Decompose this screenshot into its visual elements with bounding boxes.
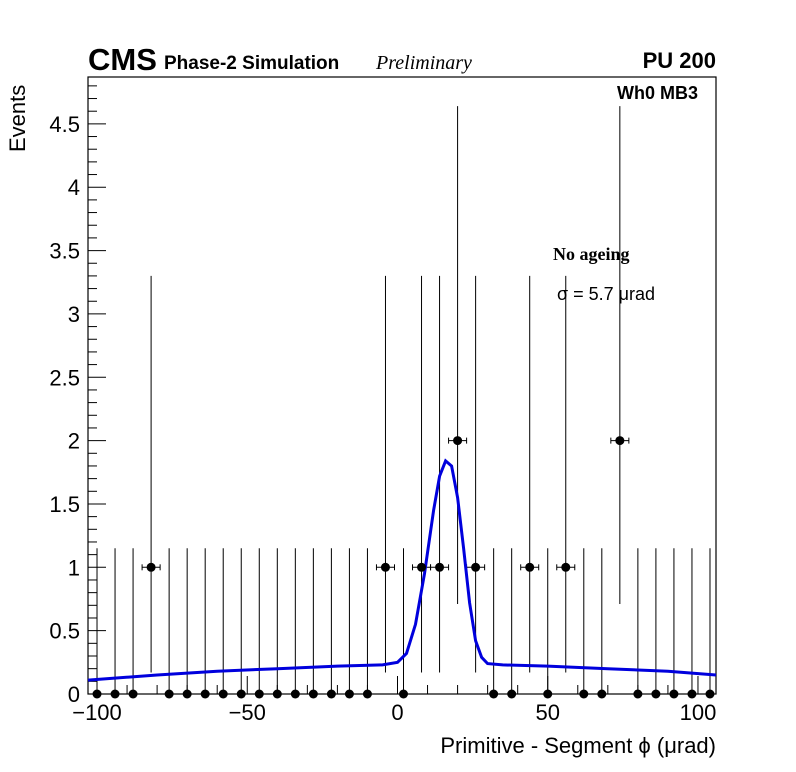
error-bars	[96, 106, 711, 694]
data-point	[236, 689, 246, 699]
data-point	[164, 689, 174, 699]
simulation-label: Phase-2 Simulation	[164, 53, 339, 74]
y-tick-label: 1.5	[49, 492, 80, 517]
data-point	[326, 689, 336, 699]
x-tick-label: 0	[391, 700, 403, 725]
data-point	[399, 689, 409, 699]
data-point	[417, 562, 427, 572]
data-point	[705, 689, 715, 699]
data-point	[435, 562, 445, 572]
preliminary-label: Preliminary	[375, 52, 472, 74]
data-point	[344, 689, 354, 699]
y-tick-label: 2	[68, 429, 80, 454]
data-point	[687, 689, 697, 699]
pileup-label: PU 200	[643, 48, 716, 73]
region-label: Wh0 MB3	[617, 83, 698, 103]
x-tick-label: −50	[229, 700, 266, 725]
data-point	[453, 436, 463, 446]
data-point	[471, 562, 481, 572]
x-tick-label: 50	[535, 700, 559, 725]
data-point	[308, 689, 318, 699]
data-point	[182, 689, 192, 699]
data-point	[507, 689, 517, 699]
data-point	[290, 689, 300, 699]
data-point	[380, 562, 390, 572]
data-point	[543, 689, 553, 699]
y-axis-title: Events	[5, 85, 30, 152]
data-point	[579, 689, 589, 699]
data-point	[254, 689, 264, 699]
y-tick-label: 4	[68, 175, 80, 200]
axis-ticks	[88, 85, 699, 695]
x-tick-label: −100	[72, 700, 122, 725]
data-points	[92, 436, 715, 699]
axis-tick-labels: −100 −50 0 50 100 0 0.5 1 1.5 2 2.5 3 3.5 4 4.5	[49, 112, 716, 725]
data-point	[146, 562, 156, 572]
y-tick-label: 2.5	[49, 365, 80, 390]
x-tick-label: 100	[680, 700, 717, 725]
data-point	[110, 689, 120, 699]
plot-frame	[87, 76, 717, 695]
data-point	[218, 689, 228, 699]
y-tick-label: 0.5	[49, 619, 80, 644]
gaussian-fit-curve	[87, 458, 717, 682]
data-point	[561, 562, 571, 572]
data-point	[92, 689, 102, 699]
data-point	[200, 689, 210, 699]
data-point	[128, 689, 138, 699]
x-axis-title: Primitive - Segment ϕ (μrad)	[440, 733, 716, 758]
y-tick-label: 0	[68, 682, 80, 707]
ageing-annotation: No ageing	[553, 244, 630, 264]
y-tick-label: 3.5	[49, 239, 80, 264]
y-tick-label: 3	[68, 302, 80, 327]
data-point	[651, 689, 661, 699]
data-point	[489, 689, 499, 699]
data-point	[362, 689, 372, 699]
resolution-annotation: σ = 5.7 μrad	[557, 284, 655, 304]
data-point	[633, 689, 643, 699]
data-point	[669, 689, 679, 699]
data-point	[525, 562, 535, 572]
experiment-label: CMS	[88, 42, 157, 77]
data-point	[615, 436, 625, 446]
y-tick-label: 1	[68, 555, 80, 580]
data-point	[597, 689, 607, 699]
data-point	[272, 689, 282, 699]
y-tick-label: 4.5	[49, 112, 80, 137]
